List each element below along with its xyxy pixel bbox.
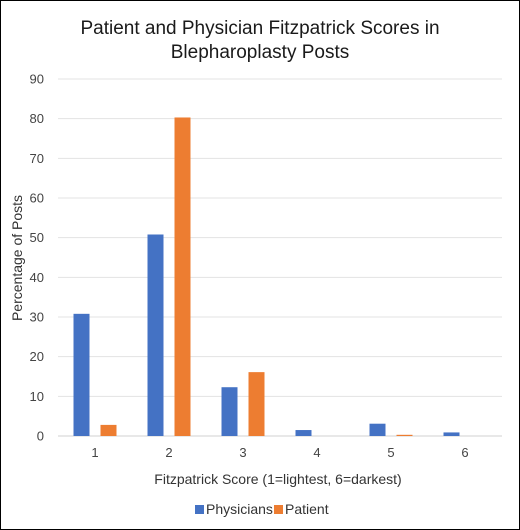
bar-physicians-6 [443, 432, 460, 436]
y-tick-label: 40 [30, 270, 44, 285]
legend: Physicians Patient [195, 501, 329, 517]
x-tick-label: 5 [387, 445, 394, 460]
x-tick-label: 1 [91, 445, 98, 460]
bar-physicians-4 [295, 430, 312, 436]
gridlines [58, 78, 502, 437]
y-tick-label: 50 [30, 230, 44, 245]
chart-title-line-2: Blepharoplasty Posts [170, 42, 350, 63]
bar-patient-5 [396, 434, 413, 436]
legend-label-patient: Patient [285, 501, 329, 517]
x-tick-label: 2 [165, 445, 172, 460]
legend-swatch-physicians [195, 505, 204, 514]
bar-patient-3 [248, 372, 265, 436]
y-tick-label: 70 [30, 151, 44, 166]
y-axis-ticks: 0 10 20 30 40 50 60 70 80 90 [30, 72, 44, 444]
bar-physicians-3 [221, 387, 238, 436]
y-tick-label: 60 [30, 191, 44, 206]
y-tick-label: 80 [30, 111, 44, 126]
legend-swatch-patient [274, 505, 283, 514]
y-tick-label: 30 [30, 310, 44, 325]
x-axis-ticks: 1 2 3 4 5 6 [91, 445, 468, 460]
bar-patient-1 [100, 424, 117, 436]
y-tick-label: 10 [30, 389, 44, 404]
y-axis-title: Percentage of Posts [9, 195, 25, 321]
chart-title-line-1: Patient and Physician Fitzpatrick Scores… [80, 18, 440, 39]
legend-label-physicians: Physicians [206, 501, 273, 517]
y-tick-label: 90 [30, 72, 44, 87]
chart-title: Patient and Physician Fitzpatrick Scores… [1, 17, 519, 65]
x-tick-label: 6 [461, 445, 468, 460]
bar-physicians-2 [147, 234, 164, 436]
bar-physicians-1 [73, 313, 90, 436]
x-tick-label: 3 [239, 445, 246, 460]
bars [73, 117, 460, 436]
x-axis-title: Fitzpatrick Score (1=lightest, 6=darkest… [154, 471, 401, 487]
y-tick-label: 0 [37, 429, 44, 444]
bar-physicians-5 [369, 423, 386, 436]
bar-patient-2 [174, 117, 191, 436]
y-tick-label: 20 [30, 349, 44, 364]
x-tick-label: 4 [313, 445, 320, 460]
